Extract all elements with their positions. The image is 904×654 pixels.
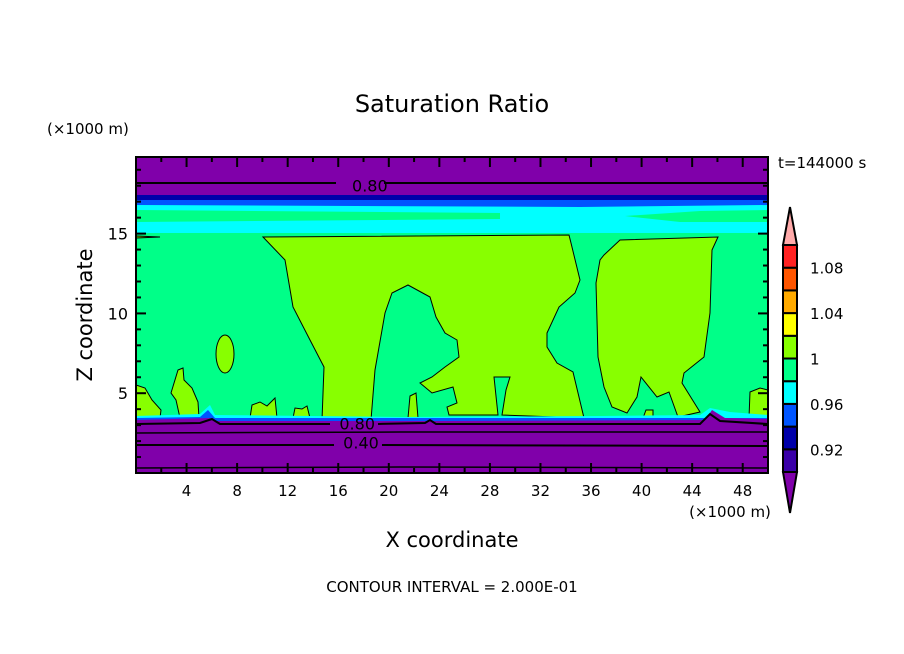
contour-field [136,157,768,473]
colorbar-label: 0.96 [810,396,843,414]
x-tick-label: 44 [683,482,702,500]
band-green-strip-right [625,210,768,222]
y-tick-label: 15 [108,225,128,244]
colorbar-swatch [782,425,798,451]
y-tick-label: 10 [108,304,128,323]
contour-interval-footer: CONTOUR INTERVAL = 2.000E-01 [326,578,577,596]
contour-line-0.40 [136,444,768,447]
x-tick-label: 20 [379,482,398,500]
x-tick-label: 8 [232,482,242,500]
colorbar-swatch [782,357,798,383]
contour-labels: 0.800.800.40 [339,177,387,453]
lime-region-right [595,236,719,418]
time-label: t=144000 s [778,154,866,172]
colorbar-label: 0.92 [810,441,843,459]
colorbar-swatch [782,266,798,292]
region-purple-top [136,157,768,195]
x-tick-label: 48 [733,482,752,500]
x-tick-label: 28 [480,482,499,500]
x-tick-label: 4 [182,482,192,500]
lime-regions [136,234,768,421]
colorbar: 0.92 0.96 1 1.04 1.08 [781,206,843,514]
contour-line [136,431,768,434]
colorbar-swatch [782,334,798,360]
x-tick-label: 40 [632,482,651,500]
contour-label: 0.80 [352,177,388,196]
lime-blob-oval [215,334,235,374]
colorbar-label: 1.08 [810,260,843,278]
colorbar-swatch [782,244,798,269]
contour-line [136,466,768,469]
y-tick-label: 5 [118,384,128,403]
x-tick-label: 36 [581,482,600,500]
band-navy-upper [136,194,768,200]
region-purple-bottom [136,410,768,473]
lime-blob [407,392,419,419]
colorbar-swatch [782,448,798,473]
x-tick-label: 32 [531,482,550,500]
x-tick-label: 12 [278,482,297,500]
colorbar-swatch [782,380,798,405]
x-tick-label: 24 [430,482,449,500]
colorbar-under-triangle [781,471,799,514]
contour-label: 0.40 [343,434,379,453]
y-unit-label: (×1000 m) [47,120,129,138]
band-blue-lower [136,410,768,423]
chart-title: Saturation Ratio [355,90,549,118]
colorbar-label: 1.04 [810,305,843,323]
colorbar-swatch [782,402,798,428]
contour-lines [136,182,768,469]
band-green-strip-left [136,210,500,222]
colorbar-over-triangle [781,206,799,246]
colorbar-swatch [782,289,798,315]
x-tick-label: 16 [329,482,348,500]
contour-label: 0.80 [339,415,375,434]
contour-line-0.80-bottom [136,412,768,425]
x-unit-label: (×1000 m) [689,503,771,521]
colorbar-label: 1 [810,351,820,369]
plot-frame [135,156,769,474]
x-axis-label: X coordinate [385,528,518,552]
colorbar-swatch [782,312,798,337]
band-blue-upper [136,199,768,207]
y-axis-label: Z coordinate [73,248,97,381]
lime-blob [170,367,200,419]
lime-region-central [261,234,585,421]
band-cyan-lower [136,405,768,421]
lime-strip-top-left [136,235,161,239]
